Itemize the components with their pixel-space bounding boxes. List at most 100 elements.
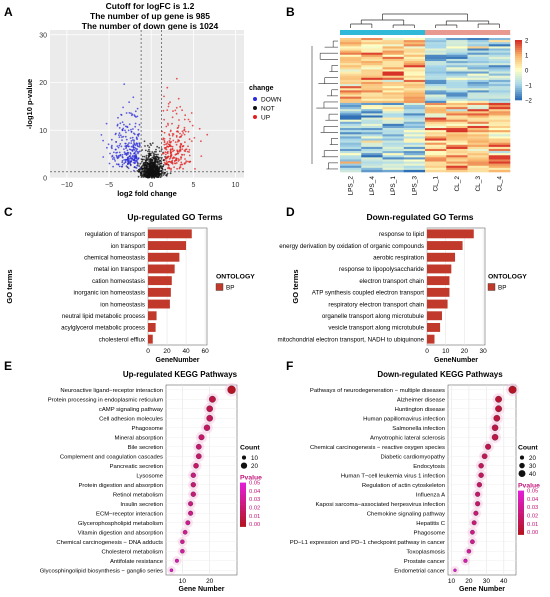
kegg-xtick: 10: [448, 578, 456, 585]
heatmap-cell: [340, 77, 362, 81]
kegg-category-label: PD−L1 expression and PD−1 checkpoint pat…: [290, 540, 445, 546]
heatmap-cell: [340, 90, 362, 93]
heatmap-cell: [488, 169, 511, 173]
heatmap-cell: [425, 161, 447, 164]
volcano-point-down: [110, 146, 113, 148]
kegg-size-legend-marker: [241, 455, 247, 460]
heatmap-cell: [467, 52, 490, 56]
heatmap-cell: [467, 148, 490, 152]
heatmap-cell: [403, 65, 426, 68]
heatmap-cell: [403, 169, 426, 173]
volcano-point-not: [145, 154, 148, 157]
volcano-point-down: [127, 145, 130, 148]
go-bar: [427, 264, 452, 274]
volcano-point-down: [102, 156, 105, 158]
heatmap-cell: [403, 52, 426, 56]
volcano-point-up: [168, 158, 171, 160]
go-bar: [148, 229, 192, 239]
volcano-point-down: [134, 125, 137, 128]
heatmap-col-label: CL_2: [454, 176, 461, 192]
heatmap-cell: [361, 94, 383, 97]
heatmap-cell: [467, 40, 490, 43]
heatmap-cell: [425, 73, 447, 76]
volcano-point-up: [198, 127, 201, 130]
volcano-point-not: [155, 161, 158, 164]
kegg-category-label: Glycosphingolipid biosynthesis − ganglio…: [40, 568, 163, 574]
heatmap-cell: [467, 159, 490, 162]
kegg-pvalue-legend-segment: [518, 495, 524, 498]
heatmap-cell: [340, 153, 362, 156]
heatmap-cell: [361, 142, 383, 146]
kegg-dot: [471, 520, 477, 526]
volcano-point-up: [175, 106, 178, 109]
heatmap-cell: [446, 138, 468, 141]
heatmap-cell: [446, 167, 468, 171]
heatmap-cell: [403, 144, 426, 148]
volcano-point-up: [169, 148, 172, 151]
volcano-point-not: [156, 163, 158, 166]
volcano-point-not: [141, 155, 144, 158]
volcano-point-up: [187, 160, 189, 163]
kegg-pvalue-legend-title: Pvalue: [240, 475, 262, 482]
heatmap-cell: [425, 100, 447, 104]
heatmap-colorkey-segment: [515, 64, 522, 67]
heatmap-cell: [425, 148, 447, 152]
kegg-category-label: Phagosome: [132, 426, 164, 432]
volcano-xtick: −10: [61, 182, 73, 189]
heatmap-cell: [488, 69, 511, 72]
heatmap-cell: [340, 111, 362, 114]
volcano-point-down: [123, 83, 126, 85]
volcano-point-up: [191, 124, 194, 127]
heatmap-cell: [488, 52, 511, 56]
volcano-point-down: [134, 151, 137, 153]
heatmap-cell: [382, 148, 405, 152]
heatmap-cell: [403, 90, 426, 93]
heatmap-cell: [467, 56, 490, 60]
kegg-pvalue-legend-segment: [518, 503, 524, 507]
heatmap-cell: [467, 123, 490, 127]
heatmap-cell: [425, 167, 447, 171]
volcano-point-up: [166, 156, 169, 159]
volcano-point-up: [167, 146, 170, 148]
heatmap-cell: [361, 107, 383, 110]
volcano-point-not: [155, 153, 158, 156]
heatmap-colorkey-segment: [515, 96, 522, 99]
heatmap-cell: [425, 79, 447, 83]
kegg-xtick: 30: [483, 578, 491, 585]
volcano-point-up: [169, 137, 172, 140]
volcano-point-down: [132, 146, 135, 149]
volcano-point-not: [150, 144, 153, 147]
heatmap-cell: [382, 92, 405, 95]
heatmap-cell: [425, 136, 447, 139]
heatmap-cell: [425, 63, 447, 66]
heatmap-cell: [467, 111, 490, 114]
volcano-point-down: [132, 161, 135, 164]
heatmap-cell: [425, 98, 447, 102]
heatmap-cell: [361, 54, 383, 58]
volcano-point-down: [124, 153, 126, 156]
heatmap-cell: [382, 142, 405, 146]
volcano-point-up: [166, 86, 169, 89]
heatmap-cell: [467, 134, 490, 137]
heatmap-cell: [446, 40, 468, 43]
volcano-point-down: [138, 133, 141, 135]
volcano-point-not: [157, 153, 159, 156]
heatmap-colorkey-segment: [515, 58, 522, 61]
heatmap-cell: [361, 169, 383, 173]
heatmap-cell: [382, 132, 405, 135]
volcano-point-not: [141, 165, 143, 168]
heatmap-cell: [361, 128, 383, 131]
heatmap-cell: [467, 140, 490, 143]
volcano-point-up: [166, 152, 169, 155]
volcano-point-up: [177, 97, 180, 100]
volcano-point-up: [184, 158, 186, 160]
heatmap-cell: [488, 88, 511, 91]
volcano-point-not: [155, 148, 157, 151]
volcano-point-down: [131, 136, 134, 139]
volcano-point-down: [102, 139, 104, 142]
heatmap-cell: [382, 125, 405, 129]
heatmap-cell: [488, 155, 511, 158]
heatmap-cell: [361, 56, 383, 60]
heatmap-cell: [382, 117, 405, 120]
